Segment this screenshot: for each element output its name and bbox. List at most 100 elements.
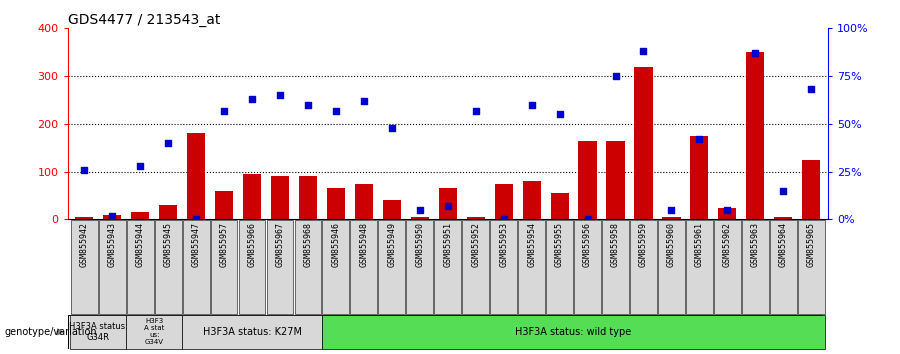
Bar [327, 188, 345, 219]
Point [748, 50, 762, 56]
Point [217, 108, 231, 113]
FancyBboxPatch shape [322, 221, 349, 314]
Text: GSM855964: GSM855964 [778, 222, 788, 267]
Text: GSM855952: GSM855952 [472, 222, 481, 267]
Point [245, 96, 259, 102]
Point [692, 136, 706, 142]
Bar [466, 217, 485, 219]
Bar [551, 193, 569, 219]
Point [553, 112, 567, 117]
Bar [523, 181, 541, 219]
Text: GSM855957: GSM855957 [220, 222, 229, 267]
Bar [299, 176, 317, 219]
FancyBboxPatch shape [658, 221, 685, 314]
FancyBboxPatch shape [435, 221, 461, 314]
Text: GSM855963: GSM855963 [751, 222, 760, 267]
Bar [690, 136, 708, 219]
Point [161, 140, 176, 146]
FancyBboxPatch shape [99, 221, 126, 314]
Text: GSM855949: GSM855949 [387, 222, 396, 267]
Text: GSM855961: GSM855961 [695, 222, 704, 267]
Text: GSM855956: GSM855956 [583, 222, 592, 267]
Text: GSM855945: GSM855945 [164, 222, 173, 267]
FancyBboxPatch shape [378, 221, 405, 314]
Point [328, 108, 343, 113]
Bar [634, 67, 652, 219]
FancyBboxPatch shape [463, 221, 489, 314]
Bar [438, 188, 457, 219]
FancyBboxPatch shape [182, 315, 322, 349]
FancyBboxPatch shape [70, 315, 126, 349]
Text: GSM855953: GSM855953 [500, 222, 508, 267]
FancyBboxPatch shape [211, 221, 238, 314]
Point [580, 217, 595, 222]
FancyBboxPatch shape [714, 221, 741, 314]
Text: GSM855948: GSM855948 [359, 222, 368, 267]
FancyBboxPatch shape [491, 221, 518, 314]
Point [301, 102, 315, 108]
FancyBboxPatch shape [238, 221, 266, 314]
Bar [355, 184, 373, 219]
Text: GSM855968: GSM855968 [303, 222, 312, 267]
Bar [215, 191, 233, 219]
FancyBboxPatch shape [155, 221, 182, 314]
Bar [243, 174, 261, 219]
Text: H3F3A status: K27M: H3F3A status: K27M [202, 327, 302, 337]
Bar [774, 217, 792, 219]
Text: GSM855950: GSM855950 [415, 222, 424, 267]
Bar [187, 133, 205, 219]
Text: GSM855954: GSM855954 [527, 222, 536, 267]
Point [189, 217, 203, 222]
Point [804, 87, 818, 92]
FancyBboxPatch shape [518, 221, 545, 314]
FancyBboxPatch shape [797, 221, 824, 314]
FancyBboxPatch shape [742, 221, 769, 314]
Point [440, 203, 454, 209]
Text: GSM855946: GSM855946 [331, 222, 340, 267]
Bar [746, 52, 764, 219]
FancyBboxPatch shape [574, 221, 601, 314]
Text: H3F3A status:
G34R: H3F3A status: G34R [68, 322, 128, 342]
Text: H3F3A status: wild type: H3F3A status: wild type [516, 327, 632, 337]
Point [412, 207, 427, 213]
Point [664, 207, 679, 213]
Point [356, 98, 371, 104]
Bar [607, 141, 625, 219]
FancyBboxPatch shape [294, 221, 321, 314]
FancyBboxPatch shape [630, 221, 657, 314]
Text: H3F3
A stat
us:
G34V: H3F3 A stat us: G34V [144, 318, 165, 346]
FancyBboxPatch shape [407, 221, 433, 314]
Point [469, 108, 483, 113]
FancyBboxPatch shape [350, 221, 377, 314]
Bar [131, 212, 149, 219]
Point [776, 188, 790, 194]
Point [608, 73, 623, 79]
Text: GSM855967: GSM855967 [275, 222, 284, 267]
Text: GDS4477 / 213543_at: GDS4477 / 213543_at [68, 13, 220, 27]
Text: GSM855958: GSM855958 [611, 222, 620, 267]
FancyBboxPatch shape [126, 315, 182, 349]
Text: GSM855966: GSM855966 [248, 222, 256, 267]
Text: GSM855959: GSM855959 [639, 222, 648, 267]
FancyBboxPatch shape [602, 221, 629, 314]
Bar [382, 200, 400, 219]
Text: GSM855944: GSM855944 [136, 222, 145, 267]
Bar [104, 215, 122, 219]
Point [720, 207, 734, 213]
Bar [718, 207, 736, 219]
Text: GSM855942: GSM855942 [80, 222, 89, 267]
FancyBboxPatch shape [686, 221, 713, 314]
Bar [579, 141, 597, 219]
Point [105, 213, 120, 218]
Point [525, 102, 539, 108]
FancyBboxPatch shape [322, 315, 825, 349]
Text: GSM855960: GSM855960 [667, 222, 676, 267]
Text: GSM855951: GSM855951 [443, 222, 452, 267]
Bar [495, 184, 513, 219]
Text: GSM855955: GSM855955 [555, 222, 564, 267]
Bar [271, 176, 289, 219]
FancyBboxPatch shape [183, 221, 210, 314]
FancyBboxPatch shape [71, 221, 98, 314]
Point [497, 217, 511, 222]
Bar [76, 217, 94, 219]
